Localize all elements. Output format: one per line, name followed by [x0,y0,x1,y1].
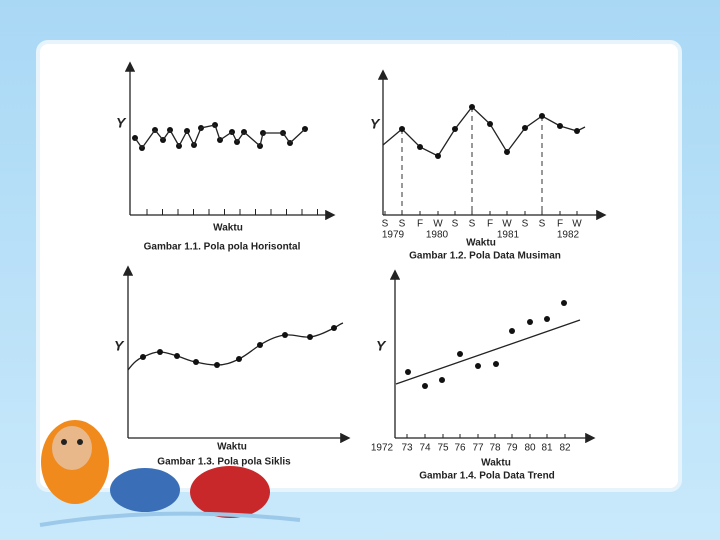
point [140,354,146,360]
point [417,144,423,150]
x-tick-label: 80 [524,443,536,454]
point [405,369,411,375]
y-label: Y [370,116,381,132]
panel-horizontal: Y Waktu Gambar 1.1. Pola pola Horisontal [116,61,336,253]
x-tick-label: F [487,219,493,230]
point [544,316,550,322]
point [193,359,199,365]
x-tick-label: W [572,219,582,230]
x-tick-label: S [452,219,459,230]
x-tick-label: 1972 [371,443,394,454]
point [509,328,515,334]
x-tick-label: S [469,219,476,230]
caption: Gambar 1.4. Pola Data Trend [419,471,555,482]
point [487,121,493,127]
x-tick-label: 76 [454,443,466,454]
x-tick-label: F [557,219,563,230]
x-tick-label: S [539,219,546,230]
point [174,353,180,359]
mascots [39,420,301,527]
x-tick-label: S [522,219,529,230]
year-label: 1979 [382,230,405,241]
point [452,126,458,132]
x-tick-label: 82 [559,443,571,454]
y-label: Y [114,338,125,354]
point [469,104,475,110]
caption: Gambar 1.3. Pola pola Siklis [157,457,291,468]
x-label: Waktu [466,238,496,249]
panel-trend: Y 1972 73 74 75 76 77 78 79 80 81 82 Waktu Gambar … [371,269,596,482]
year-label: 1980 [426,230,449,241]
caption: Gambar 1.2. Pola Data Musiman [409,251,561,262]
figure [110,60,612,485]
y-label: Y [376,338,387,354]
point [493,361,499,367]
panel-cyclical: Y Waktu Gambar 1.3. Pola pola Siklis [114,265,351,468]
year-label: 1981 [497,230,520,241]
point [257,342,263,348]
caption: Gambar 1.1. Pola pola Horisontal [144,242,301,253]
x-label: Waktu [217,442,247,453]
point [157,349,163,355]
x-tick-label: 75 [437,443,449,454]
x-label: Waktu [481,458,511,469]
x-tick-label: S [399,219,406,230]
x-tick-label: W [502,219,512,230]
point [439,377,445,383]
point [539,113,545,119]
x-tick-label: 78 [489,443,501,454]
point [399,126,405,132]
x-tick-label: 74 [419,443,431,454]
point [236,356,242,362]
x-tick-label: 81 [541,443,553,454]
x-tick-label: W [433,219,443,230]
year-label: 1982 [557,230,580,241]
point [435,153,441,159]
x-label: Waktu [213,223,243,234]
x-tick-label: F [417,219,423,230]
x-tick-label: 79 [506,443,518,454]
point [307,334,313,340]
point [214,362,220,368]
point [557,123,563,129]
x-tick-label: 77 [472,443,484,454]
y-label: Y [116,115,127,131]
point [574,128,580,134]
point [282,332,288,338]
x-tick-label: S [382,219,389,230]
point [522,125,528,131]
point [457,351,463,357]
point [504,149,510,155]
point [331,325,337,331]
point [527,319,533,325]
point [422,383,428,389]
point [561,300,567,306]
point [475,363,481,369]
x-tick-label: 73 [401,443,413,454]
